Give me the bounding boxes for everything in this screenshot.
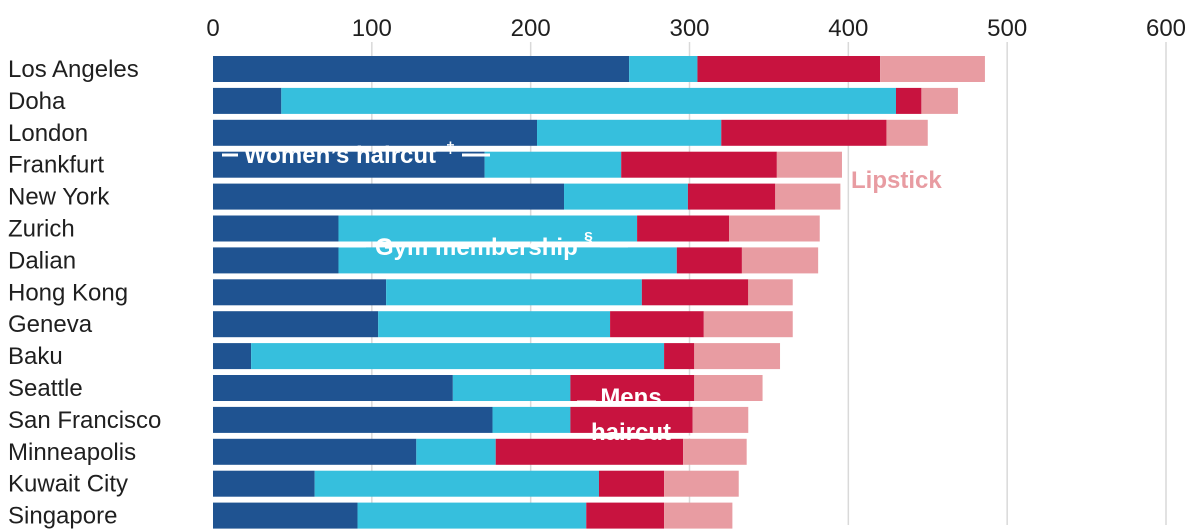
x-tick-label: 500 [987,15,1027,42]
category-label-zurich: Zurich [8,216,75,243]
bar-segment-lipstick [664,470,739,497]
bar-segment-womens-haircut [213,311,379,338]
bar-segment-mens-haircut [697,56,881,82]
bar-segment-mens-haircut [676,247,742,274]
bar-segment-gym-membership [338,215,638,242]
bar-segment-mens-haircut [621,151,777,178]
bar-segment-lipstick [683,438,747,465]
category-label-minneapolis: Minneapolis [8,439,136,466]
bar-segment-gym-membership [357,502,587,529]
bar-segment-womens-haircut [213,183,565,210]
bar-segment-gym-membership [564,183,688,210]
annotation-footnote-womens-haircut: ‡ [446,140,455,157]
category-label-san-francisco: San Francisco [8,407,161,434]
annotation-footnote-gym-membership: § [584,230,593,247]
bar-segment-gym-membership [338,247,677,274]
annotation-gym-membership: Gym membership [375,234,578,261]
bar-segment-gym-membership [452,375,571,401]
bar-segment-gym-membership [314,470,599,497]
bar-segment-lipstick [880,56,985,82]
annotation-womens-haircut: Women’s haircut [244,142,436,169]
bar-segment-gym-membership [281,87,896,114]
bar-segment-womens-haircut [213,119,538,146]
bar-segment-gym-membership [416,438,496,465]
bar-segment-womens-haircut [213,406,493,433]
bar-segment-gym-membership [484,151,622,178]
bar-layer [213,56,985,529]
category-label-singapore: Singapore [8,503,117,529]
bar-segment-womens-haircut [213,343,252,370]
category-label-doha: Doha [8,88,66,115]
x-tick-label: 200 [511,15,551,42]
x-tick-label: 100 [352,15,392,42]
bar-segment-gym-membership [251,343,665,370]
bar-segment-mens-haircut [570,375,695,401]
bar-segment-mens-haircut [687,183,776,210]
x-tick-label: 600 [1146,15,1186,42]
bar-segment-womens-haircut [213,470,315,497]
category-label-hong-kong: Hong Kong [8,279,128,306]
bar-segment-lipstick [703,311,793,338]
category-labels: Los Angeles Doha London Frankfurt New York Zu… [8,56,161,529]
bar-segment-lipstick [886,119,928,146]
bar-segment-gym-membership [492,406,571,433]
bar-segment-womens-haircut [213,247,339,274]
bar-segment-mens-haircut [610,311,704,338]
bar-segment-lipstick [694,343,781,370]
bar-segment-lipstick [775,183,841,210]
bar-segment-mens-haircut [895,87,922,114]
bar-segment-womens-haircut [213,151,485,178]
bar-segment-mens-haircut [664,343,695,370]
bar-segment-gym-membership [386,279,642,306]
bar-segment-gym-membership [537,119,722,146]
bar-segment-mens-haircut [641,279,749,306]
category-label-los-angeles: Los Angeles [8,56,139,83]
category-label-new-york: New York [8,184,110,211]
category-label-kuwait-city: Kuwait City [8,471,128,498]
bar-segment-mens-haircut [570,406,693,433]
bar-segment-mens-haircut [495,438,684,465]
bar-segment-womens-haircut [213,375,453,401]
x-tick-label: 400 [828,15,868,42]
category-label-frankfurt: Frankfurt [8,152,104,179]
bar-segment-lipstick [694,375,763,401]
category-label-dalian: Dalian [8,247,76,274]
category-label-baku: Baku [8,343,63,370]
bar-segment-womens-haircut [213,87,282,114]
bar-segment-lipstick [692,406,749,433]
bar-segment-mens-haircut [721,119,887,146]
category-label-london: London [8,120,88,147]
x-axis-tick-labels: 0 100 200 300 400 500 600 [206,15,1186,42]
bar-segment-lipstick [748,279,793,306]
bar-segment-gym-membership [629,56,698,82]
bar-segment-lipstick [664,502,733,529]
bar-segment-gym-membership [378,311,611,338]
series-annotations: Women’s haircut ‡ Gym membership § Mens hairc… [222,140,942,446]
bar-segment-lipstick [776,151,842,178]
bar-segment-mens-haircut [586,502,665,529]
bar-segment-lipstick [729,215,820,242]
category-label-geneva: Geneva [8,311,93,338]
bar-segment-womens-haircut [213,502,358,529]
bar-segment-womens-haircut [213,438,417,465]
bar-segment-womens-haircut [213,56,630,82]
bar-segment-lipstick [741,247,819,274]
annotation-mens-haircut-line-1: Mens [600,384,661,411]
annotation-lipstick: Lipstick [851,167,942,194]
x-tick-label: 0 [206,15,219,42]
bar-segment-womens-haircut [213,215,339,242]
bar-segment-mens-haircut [637,215,730,242]
bar-segment-mens-haircut [598,470,665,497]
annotation-mens-haircut-line-2: haircut [591,419,671,446]
bar-segment-lipstick [921,87,958,114]
category-label-seattle: Seattle [8,375,83,402]
bar-segment-womens-haircut [213,279,387,306]
x-tick-label: 300 [669,15,709,42]
